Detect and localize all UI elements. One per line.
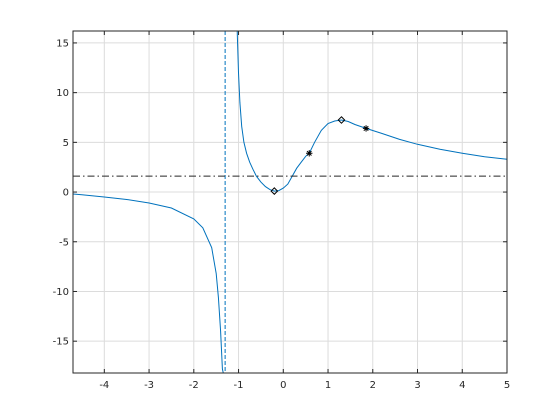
axes-frame <box>72 30 508 374</box>
y-tick-label: 0 <box>63 188 69 199</box>
plot-data <box>72 30 508 374</box>
plot-area <box>73 31 507 373</box>
star-marker <box>362 125 370 132</box>
diamond-marker <box>337 116 346 124</box>
x-tick-label: -4 <box>99 380 109 391</box>
y-tick-label: -10 <box>53 287 69 298</box>
x-tick-label: -1 <box>234 380 244 391</box>
y-tick-label: -5 <box>59 237 69 248</box>
x-tick-label: 1 <box>325 380 331 391</box>
x-tick-label: -3 <box>144 380 154 391</box>
y-tick-label: 15 <box>56 38 69 49</box>
y-tick-label: 5 <box>63 138 69 149</box>
star-marker <box>306 150 313 157</box>
x-tick-label: 2 <box>370 380 376 391</box>
y-tick-label: 10 <box>56 88 69 99</box>
x-tick-label: 4 <box>459 380 465 391</box>
x-tick-label: -2 <box>189 380 199 391</box>
y-tick-label: -15 <box>53 337 69 348</box>
diamond-marker <box>270 187 279 195</box>
x-tick-label: 0 <box>280 380 286 391</box>
curve-branch <box>72 193 224 374</box>
curve-branch <box>236 30 508 192</box>
x-tick-label: 5 <box>504 380 510 391</box>
x-tick-label: 3 <box>414 380 420 391</box>
